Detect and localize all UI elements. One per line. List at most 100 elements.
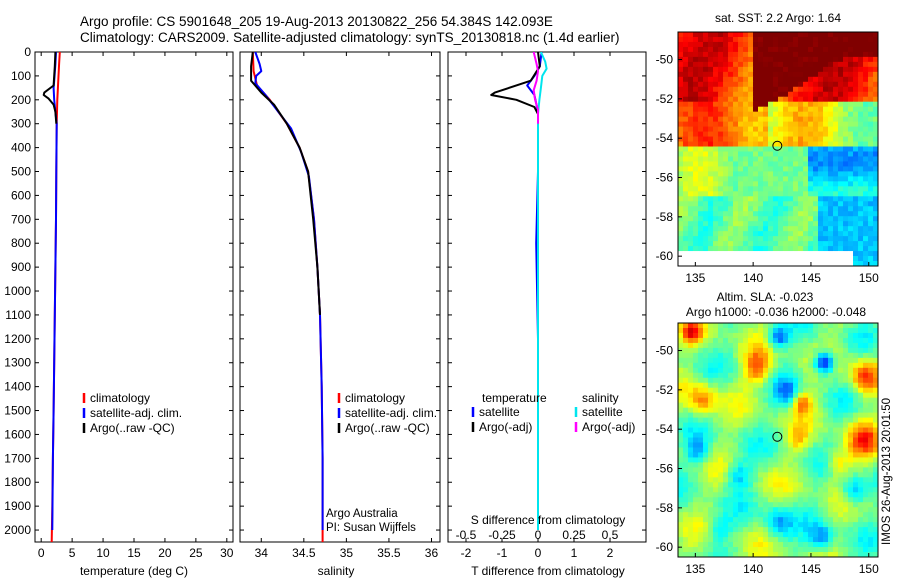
heatmap-cell: [773, 522, 779, 528]
heatmap-cell: [868, 211, 874, 217]
heatmap-cell: [838, 417, 844, 423]
heatmap-cell: [793, 246, 799, 252]
heatmap-cell: [853, 467, 859, 473]
heatmap-cell: [718, 32, 724, 38]
heatmap-cell: [773, 392, 779, 399]
heatmap-cell: [863, 472, 869, 478]
heatmap-cell: [748, 166, 754, 172]
heatmap-cell: [703, 497, 709, 503]
heatmap-cell: [728, 41, 734, 48]
heatmap-cell: [758, 226, 764, 232]
heatmap-cell: [863, 61, 869, 68]
heatmap-cell: [828, 71, 834, 78]
heatmap-cell: [723, 226, 729, 232]
heatmap-cell: [758, 136, 764, 142]
heatmap-cell: [848, 246, 854, 252]
legend-label: Argo(..raw -QC): [345, 421, 430, 435]
heatmap-cell: [808, 46, 814, 53]
heatmap-cell: [708, 427, 714, 433]
heatmap-cell: [838, 327, 844, 334]
heatmap-cell: [773, 206, 779, 212]
heatmap-cell: [728, 56, 734, 63]
heatmap-cell: [748, 512, 754, 518]
heatmap-cell: [768, 397, 774, 404]
heatmap-cell: [793, 352, 799, 359]
heatmap-cell: [753, 246, 759, 252]
heatmap-cell: [773, 482, 779, 488]
heatmap-cell: [708, 497, 714, 503]
heatmap-cell: [838, 492, 844, 498]
heatmap-cell: [823, 111, 829, 118]
heatmap-cell: [853, 126, 859, 132]
heatmap-cell: [688, 487, 694, 493]
heatmap-cell: [693, 136, 699, 142]
heatmap-cell: [853, 342, 859, 349]
heatmap-cell: [828, 347, 834, 354]
heatmap-cell: [753, 517, 759, 523]
heatmap-cell: [858, 497, 864, 503]
heatmap-cell: [713, 161, 719, 167]
heatmap-cell: [863, 86, 869, 93]
heatmap-cell: [693, 342, 699, 349]
heatmap-cell: [733, 151, 739, 157]
heatmap-cell: [863, 81, 869, 88]
heatmap-cell: [688, 432, 694, 438]
heatmap-cell: [758, 327, 764, 334]
heatmap-cell: [708, 151, 714, 157]
heatmap-cell: [758, 91, 764, 98]
heatmap-cell: [798, 487, 804, 493]
heatmap-cell: [823, 241, 829, 247]
heatmap-cell: [873, 66, 879, 73]
heatmap-cell: [863, 36, 869, 43]
heatmap-cell: [808, 497, 814, 503]
heatmap-cell: [763, 181, 769, 187]
heatmap-cell: [813, 522, 819, 528]
heatmap-cell: [808, 151, 814, 157]
heatmap-cell: [783, 422, 789, 428]
heatmap-cell: [758, 261, 764, 267]
heatmap-cell: [693, 41, 699, 48]
heatmap-cell: [868, 181, 874, 187]
heatmap-cell: [868, 387, 874, 394]
heatmap-cell: [873, 492, 879, 498]
heatmap-cell: [743, 437, 749, 443]
heatmap-cell: [783, 442, 789, 448]
depth-tick-label: 900: [11, 260, 31, 274]
heatmap-cell: [753, 161, 759, 167]
heatmap-cell: [718, 412, 724, 418]
heatmap-cell: [693, 392, 699, 399]
heatmap-cell: [788, 527, 794, 533]
heatmap-cell: [763, 372, 769, 379]
heatmap-cell: [688, 417, 694, 423]
heatmap-cell: [728, 76, 734, 83]
heatmap-cell: [718, 216, 724, 222]
heatmap-cell: [868, 76, 874, 83]
heatmap-cell: [703, 377, 709, 384]
heatmap-cell: [728, 146, 734, 152]
heatmap-cell: [803, 537, 809, 543]
heatmap-cell: [828, 432, 834, 438]
heatmap-cell: [728, 86, 734, 93]
heatmap-cell: [873, 56, 879, 63]
heatmap-cell: [733, 437, 739, 443]
heatmap-cell: [693, 397, 699, 404]
heatmap-cell: [823, 101, 829, 108]
heatmap-cell: [793, 427, 799, 433]
heatmap-cell: [803, 397, 809, 404]
sla-map-panel: Altim. SLA: -0.023 Argo h1000: -0.036 h2…: [656, 290, 879, 576]
heatmap-cell: [748, 547, 754, 553]
heatmap-cell: [748, 422, 754, 428]
heatmap-cell: [838, 236, 844, 242]
heatmap-cell: [678, 537, 684, 543]
heatmap-cell: [783, 216, 789, 222]
heatmap-cell: [838, 452, 844, 458]
heatmap-cell: [678, 367, 684, 374]
heatmap-cell: [788, 206, 794, 212]
heatmap-cell: [728, 226, 734, 232]
heatmap-cell: [848, 121, 854, 127]
heatmap-cell: [873, 482, 879, 488]
heatmap-cell: [813, 467, 819, 473]
heatmap-cell: [858, 467, 864, 473]
heatmap-cell: [758, 482, 764, 488]
series-line: [250, 52, 321, 315]
